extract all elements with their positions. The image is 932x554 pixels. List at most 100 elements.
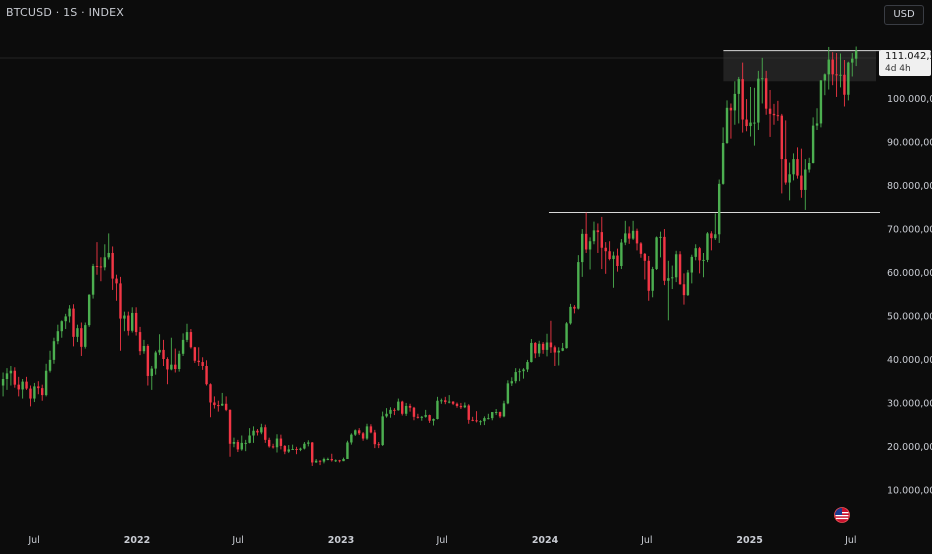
candle[interactable] [76,324,79,343]
candle[interactable] [416,413,420,419]
candle[interactable] [608,241,611,261]
candle[interactable] [671,265,674,290]
candle[interactable] [91,263,95,299]
candle[interactable] [236,439,240,453]
candle[interactable] [428,414,431,423]
candle[interactable] [768,89,772,137]
candle[interactable] [334,459,337,463]
candle[interactable] [44,363,48,397]
candle[interactable] [107,233,110,260]
candle[interactable] [209,383,212,418]
candle[interactable] [158,334,161,356]
candle[interactable] [557,347,560,366]
candle[interactable] [436,396,439,420]
candle[interactable] [710,231,713,251]
candle[interactable] [287,445,290,453]
candle[interactable] [804,159,807,210]
candle[interactable] [68,305,71,323]
candle[interactable] [811,117,815,164]
candle[interactable] [283,445,287,455]
candle[interactable] [518,368,521,382]
candle[interactable] [717,179,721,243]
candle[interactable] [565,322,568,349]
candle[interactable] [776,100,780,121]
candle[interactable] [404,402,408,416]
candle[interactable] [357,428,361,436]
candle[interactable] [48,350,52,373]
candle[interactable] [205,360,208,386]
candle[interactable] [639,242,643,258]
candle[interactable] [150,365,153,390]
candle[interactable] [397,398,400,411]
candle[interactable] [498,411,502,419]
candle[interactable] [827,46,830,90]
candle[interactable] [166,357,169,385]
candle[interactable] [584,212,588,253]
candle[interactable] [185,323,189,343]
candle[interactable] [354,429,357,436]
candle[interactable] [714,213,717,240]
candle[interactable] [330,453,333,462]
candle[interactable] [854,46,858,67]
candle[interactable] [510,377,514,386]
candle[interactable] [244,439,247,452]
candle[interactable] [612,251,615,288]
candle[interactable] [796,147,799,179]
candle[interactable] [745,99,748,132]
candle[interactable] [37,381,40,395]
candle[interactable] [361,432,365,441]
candle[interactable] [702,252,705,278]
candle[interactable] [267,437,271,448]
candle[interactable] [221,392,224,406]
candle[interactable] [21,379,24,399]
candle[interactable] [142,339,146,354]
candle[interactable] [256,428,259,436]
candle[interactable] [749,86,752,137]
candle[interactable] [522,368,525,379]
candle[interactable] [471,416,474,422]
candle[interactable] [318,460,322,466]
candle[interactable] [213,396,216,409]
candle[interactable] [80,322,83,356]
candle[interactable] [84,322,87,349]
candle[interactable] [326,457,330,461]
candle[interactable] [729,103,733,139]
candle[interactable] [64,313,67,330]
candle[interactable] [577,255,580,310]
candle[interactable] [311,442,314,466]
candle[interactable] [757,70,760,130]
candle[interactable] [322,457,326,464]
candle[interactable] [350,433,353,445]
candle[interactable] [99,257,103,282]
candle[interactable] [526,359,529,373]
candle[interactable] [295,446,298,455]
candle[interactable] [635,228,639,251]
candle[interactable] [170,337,173,371]
candle[interactable] [17,376,20,397]
candle[interactable] [217,400,220,412]
candle[interactable] [424,409,427,418]
candle[interactable] [393,408,396,416]
candle[interactable] [663,229,666,286]
candle[interactable] [291,444,294,450]
candle[interactable] [389,407,392,418]
candle[interactable] [788,162,791,201]
candle[interactable] [569,303,572,325]
candle[interactable] [248,428,251,444]
candle[interactable] [299,447,302,452]
candle[interactable] [475,411,478,423]
candle[interactable] [831,52,834,86]
candle[interactable] [314,458,318,463]
candle[interactable] [573,305,576,314]
resistance-zone[interactable] [723,50,876,82]
candle[interactable] [134,307,138,336]
currency-button[interactable]: USD [884,5,924,25]
candle[interactable] [483,416,486,426]
candle[interactable] [193,346,197,363]
candle[interactable] [408,403,412,412]
candle[interactable] [534,342,537,359]
candle[interactable] [588,237,592,270]
candle[interactable] [792,153,795,181]
candle[interactable] [181,333,185,356]
